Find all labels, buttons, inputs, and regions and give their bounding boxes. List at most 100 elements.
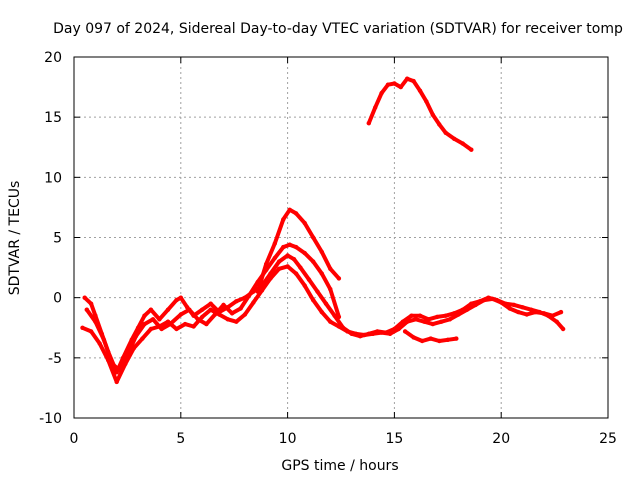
data-point-track-4-4 (392, 81, 397, 86)
data-point-track-6-19 (242, 312, 248, 317)
data-point-track-6-51 (516, 309, 521, 315)
data-point-track-1-13 (174, 297, 179, 303)
data-point-track-3-6 (302, 220, 307, 226)
data-point-track-1-30 (306, 277, 312, 282)
data-point-track-4-9 (424, 99, 429, 104)
data-point-track-2-28 (319, 271, 324, 276)
data-point-track-6-7 (140, 336, 145, 341)
data-point-track-6-54 (541, 311, 547, 316)
data-point-track-1-33 (332, 313, 337, 318)
data-point-track-2-0 (84, 307, 90, 312)
axis-ticks: 0 5 10 15 20 25 -10 -5 0 5 10 15 20 (39, 50, 617, 447)
y-tick-label: 10 (44, 170, 62, 186)
data-point-track-6-25 (293, 271, 299, 276)
data-point-track-6-47 (481, 297, 487, 303)
data-point-track-2-17 (229, 311, 235, 316)
data-point-track-5-5 (445, 337, 450, 342)
data-point-track-4-5 (398, 84, 403, 90)
x-tick-label: 20 (492, 431, 510, 447)
data-point-track-2-7 (142, 321, 147, 327)
data-point-track-3-5 (293, 211, 299, 216)
data-point-track-1-27 (285, 253, 290, 258)
data-point-track-1-45 (434, 314, 440, 320)
data-point-track-1-54 (511, 302, 517, 308)
data-point-track-2-16 (221, 302, 226, 308)
data-point-track-4-14 (460, 141, 465, 146)
data-point-track-6-27 (311, 297, 316, 303)
data-point-track-1-18 (208, 301, 213, 306)
data-point-track-6-39 (413, 317, 418, 322)
data-point-track-6-45 (464, 307, 470, 312)
data-point-track-1-29 (298, 265, 303, 270)
series-line-track-6 (80, 264, 563, 384)
data-point-track-3-8 (319, 249, 324, 255)
x-tick-label: 0 (70, 431, 79, 447)
data-point-track-1-26 (276, 259, 282, 264)
data-point-track-3-1 (264, 261, 269, 267)
x-tick-label: 15 (385, 431, 403, 447)
data-point-track-6-40 (422, 319, 427, 324)
data-point-track-6-49 (499, 300, 504, 305)
data-point-track-6-24 (285, 264, 290, 269)
data-point-track-4-1 (373, 105, 378, 110)
x-tick-label: 5 (176, 431, 185, 447)
y-tick-label: -10 (39, 411, 62, 427)
data-point-track-6-36 (387, 331, 393, 336)
data-point-track-3-3 (281, 217, 286, 222)
data-point-track-6-4 (114, 379, 119, 385)
data-point-track-1-21 (234, 299, 239, 304)
data-point-track-5-4 (437, 338, 442, 344)
data-point-track-6-14 (200, 314, 205, 320)
data-point-track-6-21 (259, 288, 265, 293)
data-point-track-6-43 (447, 317, 453, 322)
data-point-track-1-31 (315, 289, 320, 294)
x-tick-label: 25 (599, 431, 617, 447)
data-point-track-2-12 (187, 307, 192, 312)
data-point-track-6-23 (276, 266, 282, 271)
data-point-track-6-5 (123, 361, 128, 367)
data-point-track-1-46 (443, 313, 448, 318)
data-point-track-4-3 (385, 82, 391, 87)
data-point-track-6-52 (524, 312, 529, 317)
data-point-track-6-1 (88, 329, 94, 334)
series-line-track-4 (366, 76, 474, 152)
data-point-track-6-50 (507, 306, 512, 311)
data-point-track-1-17 (200, 307, 205, 312)
data-point-track-6-12 (182, 321, 188, 327)
data-point-track-2-19 (247, 293, 252, 298)
data-point-track-4-10 (430, 112, 435, 118)
data-point-track-6-33 (362, 332, 367, 338)
data-point-track-2-8 (150, 317, 156, 322)
data-point-track-6-11 (174, 326, 179, 332)
x-tick-label: 10 (279, 431, 297, 447)
data-point-track-6-48 (490, 296, 495, 302)
data-point-track-1-9 (142, 313, 147, 318)
data-point-track-3-7 (311, 235, 316, 240)
data-point-track-2-26 (302, 250, 307, 256)
data-point-track-6-42 (439, 319, 444, 324)
data-point-track-5-0 (402, 329, 408, 334)
data-point-track-4-8 (417, 88, 423, 93)
data-point-track-6-31 (345, 329, 350, 334)
data-point-track-2-27 (311, 259, 316, 264)
y-tick-label: 15 (44, 110, 62, 126)
data-point-track-1-56 (528, 307, 534, 312)
data-point-track-6-22 (268, 276, 273, 281)
data-point-track-6-13 (191, 324, 196, 329)
data-point-track-2-22 (272, 255, 277, 261)
y-tick-label: 20 (44, 50, 62, 66)
y-tick-label: -5 (48, 351, 62, 367)
data-point-track-6-29 (328, 319, 333, 324)
data-point-track-6-28 (319, 309, 324, 315)
data-point-track-6-8 (148, 326, 154, 332)
data-point-track-1-32 (323, 301, 329, 306)
data-point-track-5-6 (454, 336, 459, 341)
data-point-track-2-6 (133, 334, 139, 339)
data-point-track-6-56 (558, 309, 564, 315)
data-point-track-5-1 (411, 335, 416, 340)
data-point-track-6-2 (97, 341, 102, 346)
data-point-track-6-3 (106, 358, 111, 363)
data-point-track-2-29 (328, 287, 333, 292)
data-point-track-1-59 (554, 319, 559, 324)
data-point-track-2-25 (293, 244, 299, 250)
